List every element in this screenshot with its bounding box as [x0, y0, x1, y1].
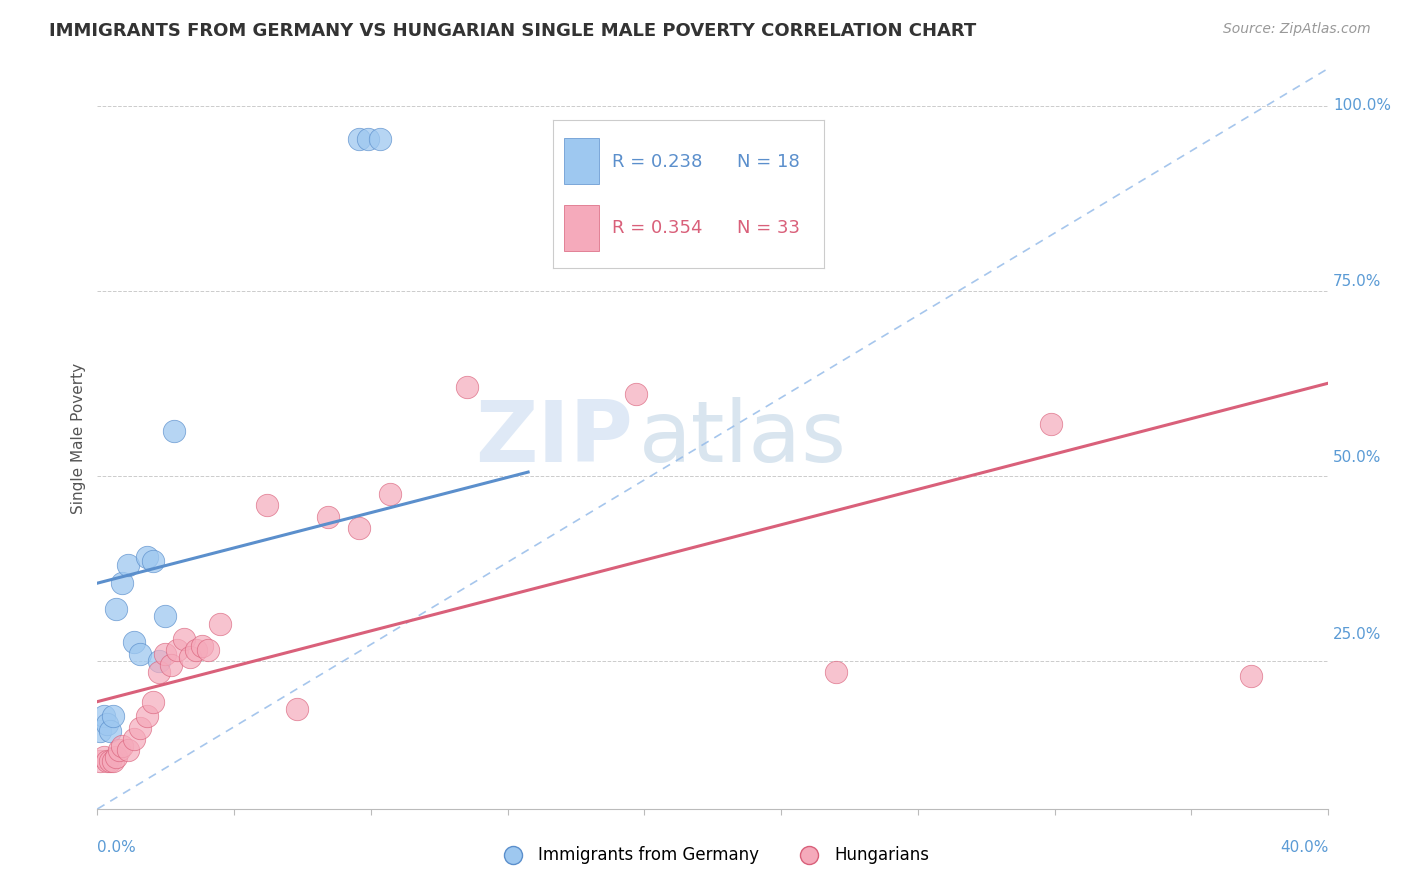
Point: [347, 132, 370, 146]
Text: atlas: atlas: [638, 397, 846, 480]
Point: [135, 550, 157, 565]
Point: [96, 754, 118, 768]
Text: IMMIGRANTS FROM GERMANY VS HUNGARIAN SINGLE MALE POVERTY CORRELATION CHART: IMMIGRANTS FROM GERMANY VS HUNGARIAN SIN…: [49, 22, 976, 40]
Text: 40.0%: 40.0%: [1279, 840, 1329, 855]
Legend: Immigrants from Germany, Hungarians: Immigrants from Germany, Hungarians: [489, 839, 936, 871]
Point: [135, 709, 157, 723]
Point: [148, 654, 170, 668]
Point: [1040, 417, 1063, 431]
Text: N = 33: N = 33: [737, 219, 800, 237]
Point: [179, 650, 201, 665]
Point: [129, 721, 152, 735]
Point: [166, 642, 188, 657]
Point: [111, 739, 134, 753]
Point: [197, 642, 219, 657]
Point: [285, 702, 308, 716]
Point: [163, 425, 186, 439]
Point: [129, 647, 152, 661]
Point: [209, 616, 232, 631]
Point: [104, 602, 127, 616]
Point: [153, 647, 176, 661]
Text: Source: ZipAtlas.com: Source: ZipAtlas.com: [1223, 22, 1371, 37]
Point: [148, 665, 170, 679]
Point: [160, 657, 183, 672]
Bar: [564, 205, 599, 251]
Text: R = 0.238: R = 0.238: [612, 153, 703, 171]
Text: R = 0.354: R = 0.354: [612, 219, 703, 237]
Point: [142, 554, 165, 568]
Point: [824, 665, 846, 679]
Point: [378, 487, 401, 501]
Point: [173, 632, 195, 646]
Point: [117, 743, 139, 757]
Point: [117, 558, 139, 572]
Point: [256, 499, 278, 513]
Point: [357, 132, 380, 146]
Point: [624, 387, 647, 401]
Point: [96, 716, 118, 731]
Point: [370, 132, 392, 146]
Point: [104, 750, 127, 764]
Point: [142, 695, 165, 709]
Point: [93, 709, 115, 723]
Point: [89, 724, 111, 739]
Point: [1240, 669, 1263, 683]
Point: [89, 754, 111, 768]
Point: [101, 754, 124, 768]
Y-axis label: Single Male Poverty: Single Male Poverty: [72, 363, 86, 515]
Point: [98, 754, 121, 768]
Point: [124, 635, 146, 649]
Point: [347, 521, 370, 535]
Point: [93, 750, 115, 764]
Point: [98, 724, 121, 739]
Point: [111, 576, 134, 591]
Point: [191, 639, 214, 653]
Text: 0.0%: 0.0%: [97, 840, 136, 855]
Point: [456, 380, 478, 394]
Bar: [564, 138, 599, 184]
Text: N = 18: N = 18: [737, 153, 800, 171]
Point: [108, 743, 131, 757]
Point: [124, 731, 146, 746]
Point: [101, 709, 124, 723]
Text: ZIP: ZIP: [475, 397, 633, 480]
Point: [316, 509, 339, 524]
Point: [153, 609, 176, 624]
Point: [184, 642, 207, 657]
